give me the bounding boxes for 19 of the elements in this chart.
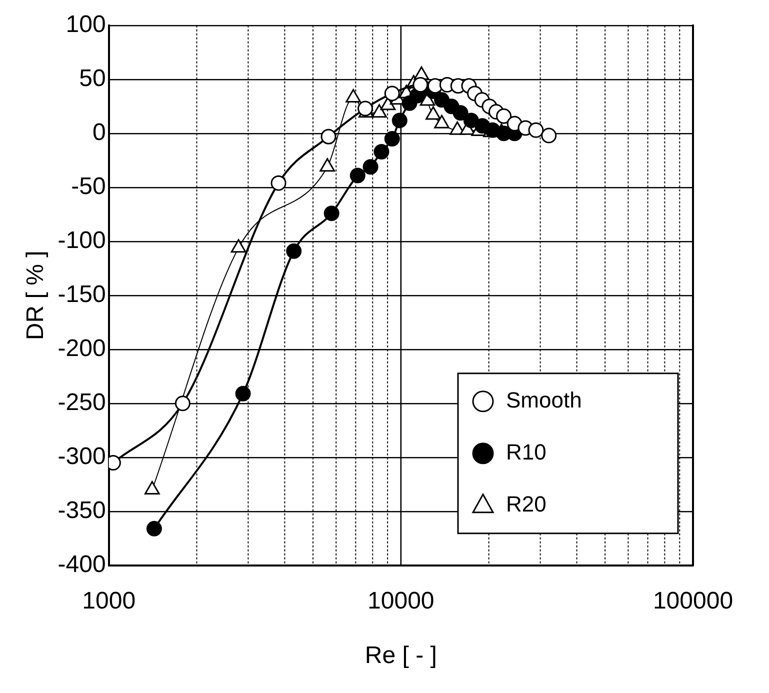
x-tick-label: 100000 [652,587,734,614]
y-tick-label: -200 [58,335,106,362]
x-axis-title: Re [ - ] [364,642,437,670]
y-tick-label: 50 [79,65,106,92]
legend-label: R10 [506,439,546,464]
y-tick-label: -350 [58,497,106,524]
legend-label: R20 [506,491,546,516]
y-tick-label: 100 [66,11,106,38]
legend-label: Smooth [506,387,582,412]
y-tick-label: -150 [58,281,106,308]
y-tick-label: -400 [58,551,106,578]
x-tick-label: 1000 [82,587,136,614]
y-tick-label: -100 [58,227,106,254]
y-tick-label: 0 [92,119,106,146]
y-tick-label: -50 [71,173,106,200]
y-tick-label: -250 [58,389,106,416]
x-tick-label: 10000 [368,587,434,614]
y-axis-title: DR [ % ] [22,250,50,340]
y-tick-label: -300 [58,443,106,470]
